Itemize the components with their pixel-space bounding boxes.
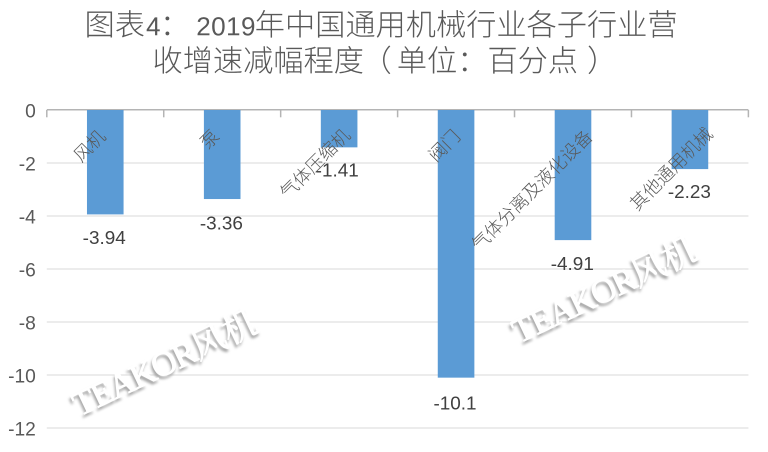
svg-text:-1.41: -1.41 bbox=[316, 160, 359, 181]
svg-text:-2: -2 bbox=[19, 154, 36, 175]
svg-text:-3.36: -3.36 bbox=[200, 214, 243, 235]
svg-text:-4: -4 bbox=[19, 207, 36, 228]
svg-text:-2.23: -2.23 bbox=[668, 182, 711, 203]
svg-text:-12: -12 bbox=[8, 419, 36, 440]
svg-text:0: 0 bbox=[25, 101, 36, 122]
svg-text:-4.91: -4.91 bbox=[551, 254, 594, 275]
svg-text:-8: -8 bbox=[19, 313, 36, 334]
svg-text:-10: -10 bbox=[8, 366, 36, 387]
svg-text:-3.94: -3.94 bbox=[83, 228, 126, 249]
svg-text:-10.1: -10.1 bbox=[433, 394, 476, 415]
svg-text:-6: -6 bbox=[19, 260, 36, 281]
